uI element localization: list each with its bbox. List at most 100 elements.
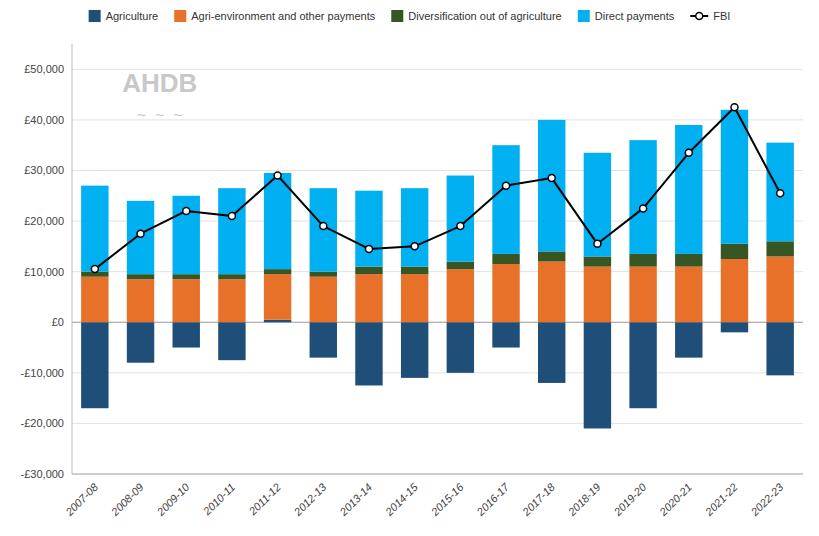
y-tick-label: -£10,000	[21, 367, 64, 379]
bar	[584, 256, 611, 266]
bar	[675, 322, 702, 357]
line-marker	[640, 205, 647, 212]
bar	[81, 277, 108, 323]
grid-line	[72, 474, 803, 475]
legend-swatch	[391, 10, 403, 22]
y-tick-label: £50,000	[24, 63, 64, 75]
legend-symbol	[690, 13, 708, 20]
bar	[264, 320, 291, 323]
y-tick-label: £10,000	[24, 266, 64, 278]
x-tick-label: 2022-23	[748, 480, 786, 518]
line-marker	[594, 240, 601, 247]
x-tick-label: 2019-20	[611, 480, 649, 518]
x-tick-label: 2017-18	[519, 480, 557, 518]
x-tick-label: 2010-11	[200, 481, 237, 518]
bar	[173, 279, 200, 322]
line-marker	[137, 230, 144, 237]
bar	[355, 322, 382, 385]
bar	[218, 188, 245, 274]
bar	[310, 277, 337, 323]
line-series	[91, 104, 783, 273]
line-marker	[503, 182, 510, 189]
line-marker	[320, 223, 327, 230]
y-tick-label: £30,000	[24, 164, 64, 176]
x-axis-line	[72, 474, 803, 475]
x-tick-label: 2014-15	[382, 480, 420, 518]
bar	[173, 322, 200, 347]
bar	[721, 322, 748, 332]
bar	[81, 186, 108, 272]
bar	[584, 153, 611, 257]
bar	[218, 279, 245, 322]
line-marker	[183, 207, 190, 214]
x-tick-label: 2015-16	[428, 480, 466, 518]
bar	[401, 188, 428, 266]
legend-swatch	[578, 10, 590, 22]
bar	[355, 274, 382, 322]
line-marker	[365, 245, 372, 252]
bar	[401, 322, 428, 378]
bar	[766, 241, 793, 256]
y-tick-label: £0	[52, 316, 64, 328]
x-tick-label: 2012-13	[291, 480, 329, 518]
grid-line	[72, 423, 803, 424]
y-axis: -£30,000 -£20,000 -£10,000 £0 £10,000 £20,000…	[21, 44, 72, 480]
bar	[584, 267, 611, 323]
y-tick-label: -£30,000	[21, 468, 64, 480]
bar	[127, 274, 154, 279]
bar	[310, 272, 337, 277]
bar	[721, 259, 748, 322]
bar	[127, 201, 154, 274]
bar	[264, 269, 291, 274]
bar	[218, 274, 245, 279]
y-tick-label: -£20,000	[21, 417, 64, 429]
legend-swatch	[174, 10, 186, 22]
grid	[72, 69, 803, 474]
bar	[629, 322, 656, 408]
legend-item: Diversification out of agriculture	[391, 10, 561, 22]
bar	[629, 254, 656, 267]
bar	[492, 254, 519, 264]
legend-item: FBI	[690, 10, 730, 22]
bar	[766, 256, 793, 322]
line-marker	[457, 223, 464, 230]
bar	[401, 267, 428, 275]
bar	[447, 269, 474, 322]
x-tick-label: 2021-22	[702, 481, 740, 519]
bar	[538, 262, 565, 323]
bar	[538, 251, 565, 261]
line-marker	[731, 104, 738, 111]
x-tick-label: 2013-14	[337, 481, 375, 519]
line-marker	[228, 213, 235, 220]
bar	[447, 322, 474, 373]
line-marker	[777, 190, 784, 197]
legend-label: Agri-environment and other payments	[191, 10, 376, 22]
legend-item: Direct payments	[578, 10, 675, 22]
bar	[264, 274, 291, 320]
line	[95, 107, 780, 269]
chart-container: Agriculture Agri-environment and other pa…	[0, 0, 819, 536]
bar	[81, 322, 108, 408]
x-tick-label: 2009-10	[154, 480, 192, 518]
bar-series	[81, 110, 794, 274]
x-axis: 2007-082008-092009-102010-112011-122012-…	[62, 480, 786, 518]
line-marker	[548, 175, 555, 182]
bar	[218, 322, 245, 360]
legend-item: Agriculture	[89, 10, 159, 22]
line-marker	[91, 266, 98, 273]
bar	[629, 267, 656, 323]
x-tick-label: 2007-08	[62, 480, 100, 518]
bar	[538, 120, 565, 252]
y-tick-label: £40,000	[24, 114, 64, 126]
bar	[447, 262, 474, 270]
legend: Agriculture Agri-environment and other pa…	[89, 10, 731, 22]
bar	[127, 279, 154, 322]
x-tick-label: 2016-17	[474, 480, 512, 518]
bar	[355, 191, 382, 267]
watermark: AHDB~ ~ ~	[122, 68, 197, 124]
annotation: ~ ~ ~	[137, 107, 183, 124]
bar	[766, 143, 793, 242]
bar	[584, 322, 611, 428]
y-tick-label: £20,000	[24, 215, 64, 227]
legend-marker	[696, 13, 703, 20]
